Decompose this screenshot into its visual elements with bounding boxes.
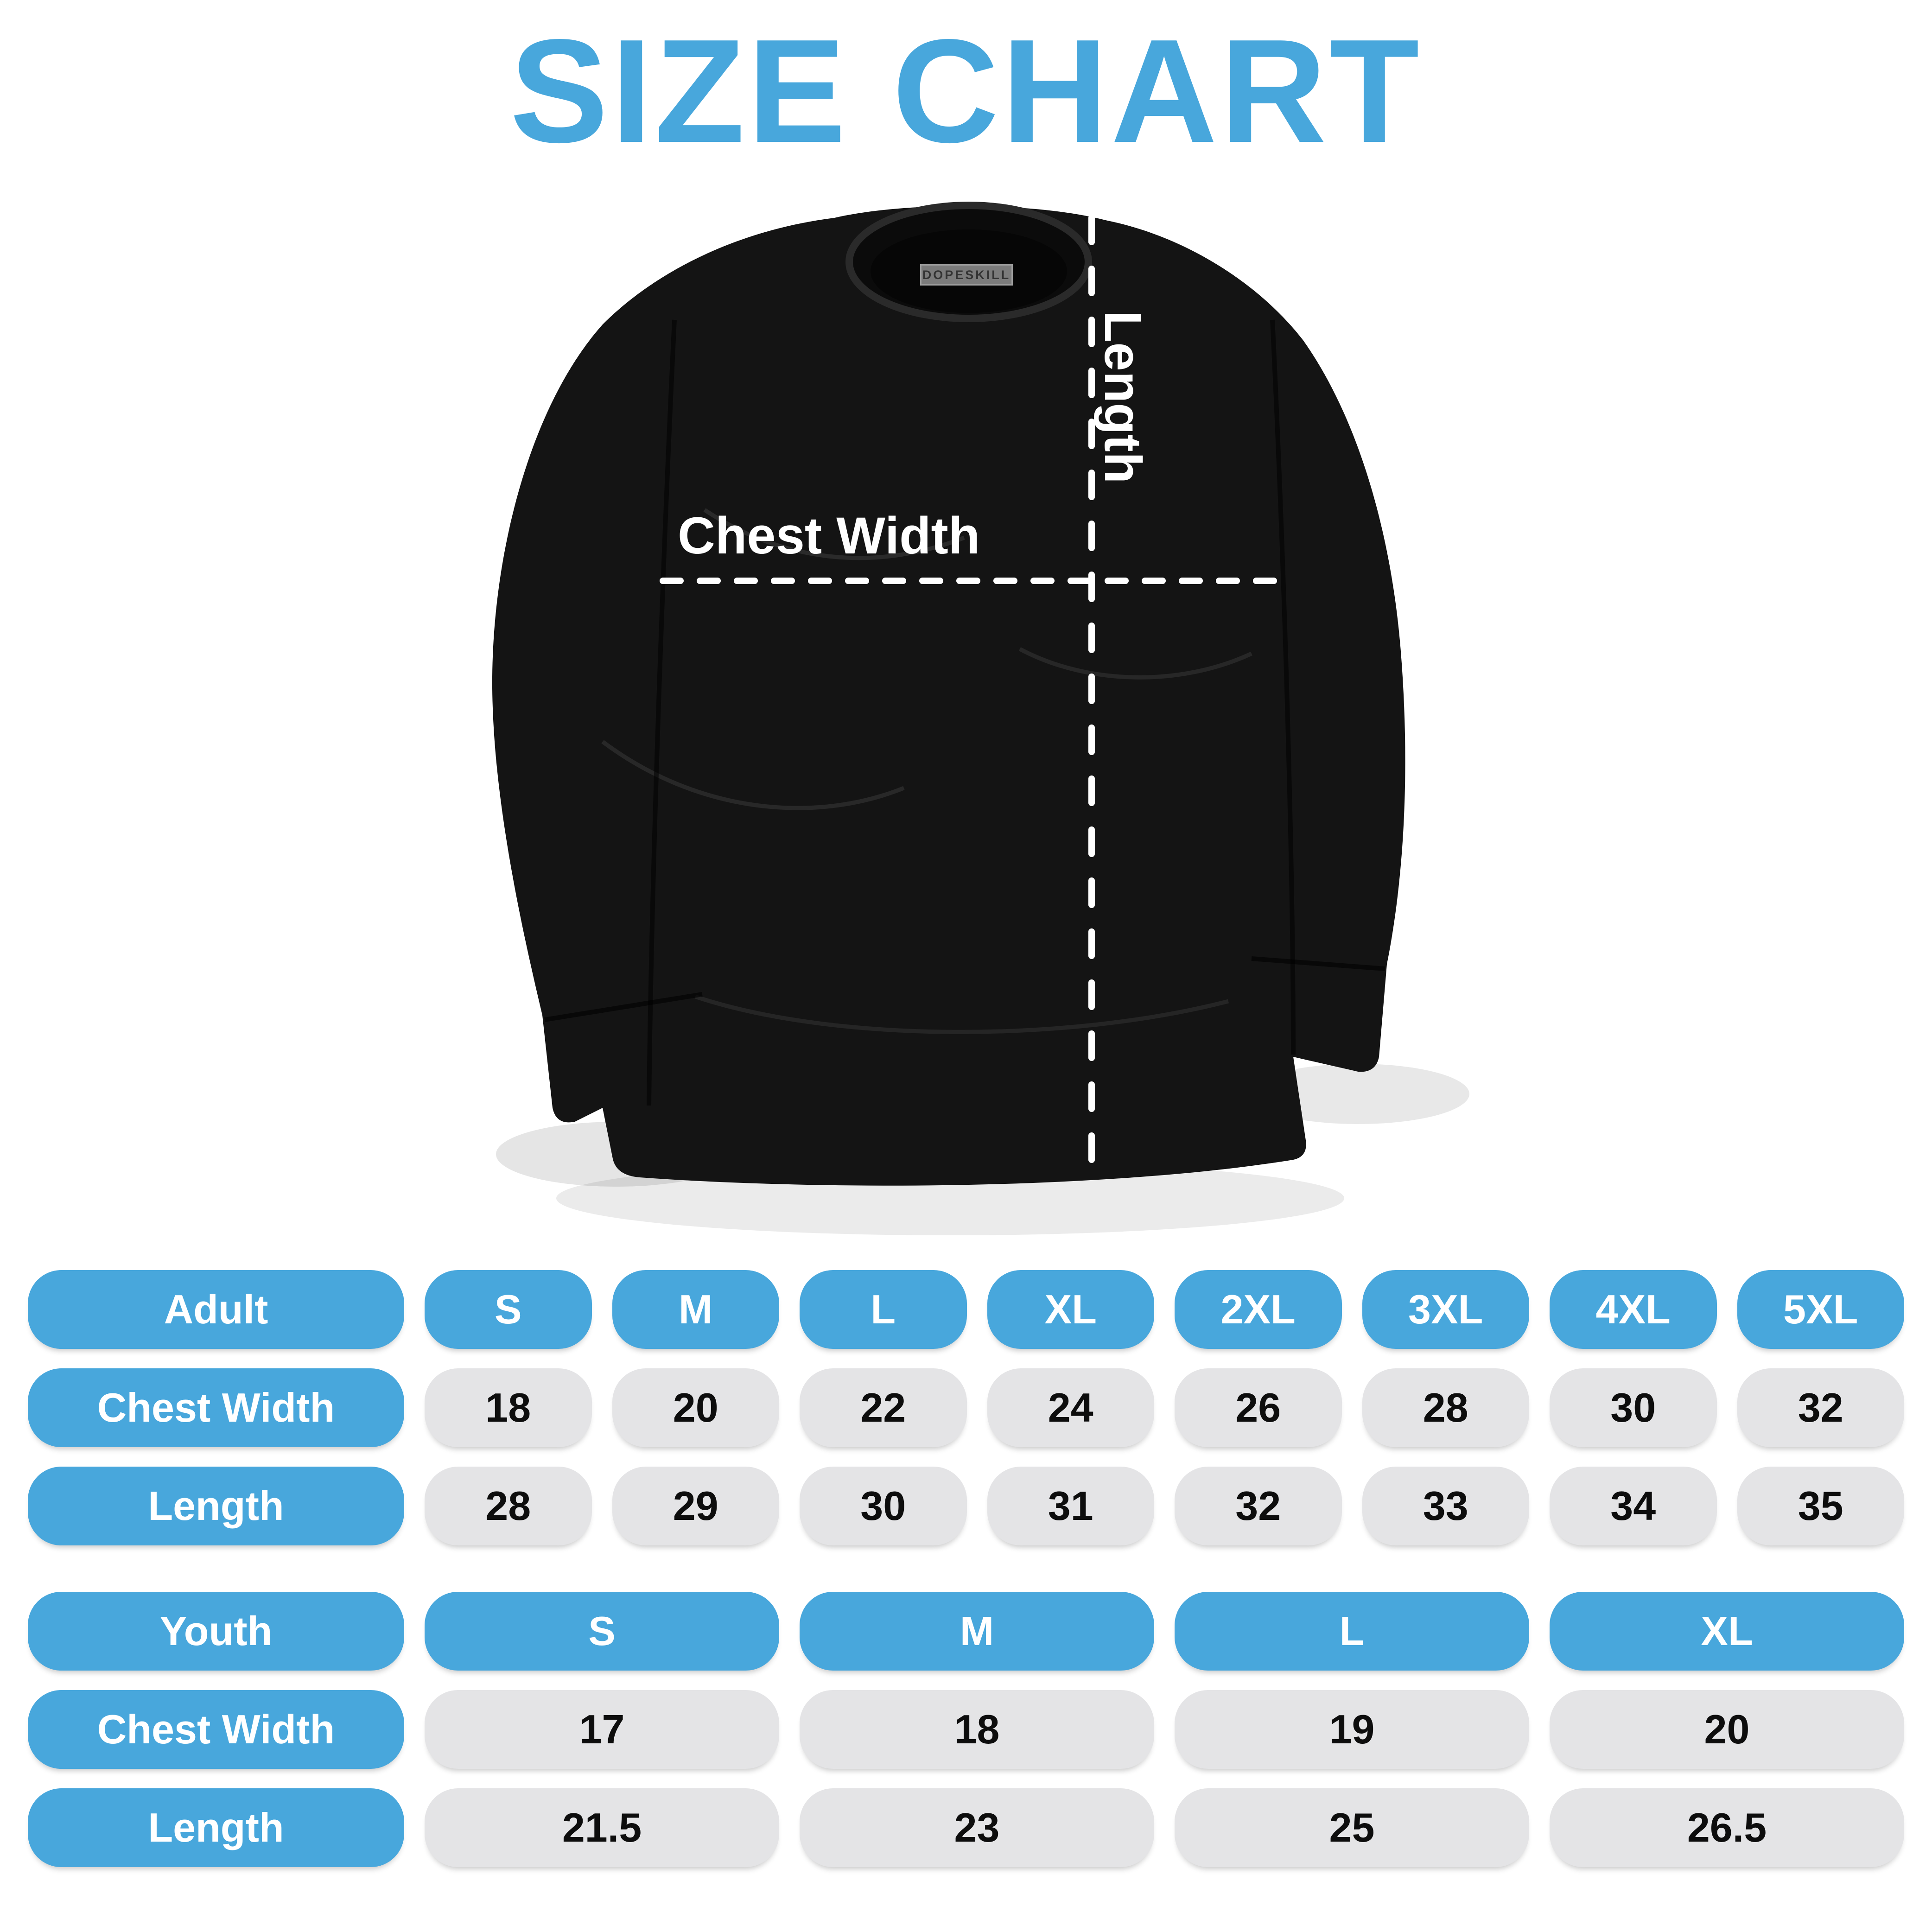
value-cell: 29 bbox=[612, 1467, 779, 1545]
cuff-seam-right bbox=[1251, 956, 1385, 971]
youth-size-l: L bbox=[1175, 1592, 1529, 1671]
adult-size-3xl: 3XL bbox=[1362, 1270, 1529, 1349]
value-cell: 25 bbox=[1175, 1788, 1529, 1867]
shirt-figure: DOPESKILL Chest Width Length bbox=[464, 185, 1530, 1252]
brand-tag: DOPESKILL bbox=[920, 264, 1013, 286]
value-cell: 35 bbox=[1737, 1467, 1904, 1545]
value-cell: 17 bbox=[425, 1690, 779, 1769]
size-tables: Adult S M L XL 2XL 3XL 4XL 5XL Chest Wid… bbox=[28, 1270, 1904, 1887]
value-cell: 18 bbox=[425, 1368, 592, 1447]
value-cell: 26 bbox=[1175, 1368, 1342, 1447]
sleeve-seam-left bbox=[647, 319, 677, 1106]
adult-chest-width-row: Chest Width 18 20 22 24 26 28 30 32 bbox=[28, 1368, 1904, 1447]
value-cell: 22 bbox=[800, 1368, 967, 1447]
value-cell: 23 bbox=[800, 1788, 1154, 1867]
fold-line bbox=[694, 994, 1229, 1034]
value-cell: 30 bbox=[1550, 1368, 1717, 1447]
value-cell: 34 bbox=[1550, 1467, 1717, 1545]
length-label: Length bbox=[1094, 311, 1152, 484]
shirt-body bbox=[492, 206, 1405, 1186]
row-label: Length bbox=[28, 1467, 404, 1545]
row-label: Chest Width bbox=[28, 1368, 404, 1447]
value-cell: 28 bbox=[425, 1467, 592, 1545]
value-cell: 28 bbox=[1362, 1368, 1529, 1447]
youth-size-s: S bbox=[425, 1592, 779, 1671]
chest-width-label: Chest Width bbox=[678, 507, 980, 565]
youth-size-m: M bbox=[800, 1592, 1154, 1671]
value-cell: 20 bbox=[612, 1368, 779, 1447]
fold-line bbox=[1018, 647, 1252, 680]
adult-header-row: Adult S M L XL 2XL 3XL 4XL 5XL bbox=[28, 1270, 1904, 1349]
fold-line bbox=[601, 740, 905, 810]
youth-size-xl: XL bbox=[1550, 1592, 1904, 1671]
cuff-seam-left bbox=[544, 992, 703, 1022]
youth-header-row: Youth S M L XL bbox=[28, 1592, 1904, 1671]
value-cell: 30 bbox=[800, 1467, 967, 1545]
fold-line bbox=[703, 508, 965, 560]
value-cell: 31 bbox=[987, 1467, 1154, 1545]
adult-length-row: Length 28 29 30 31 32 33 34 35 bbox=[28, 1467, 1904, 1545]
shirt-photo bbox=[492, 202, 1469, 1235]
value-cell: 26.5 bbox=[1550, 1788, 1904, 1867]
value-cell: 18 bbox=[800, 1690, 1154, 1769]
value-cell: 21.5 bbox=[425, 1788, 779, 1867]
youth-header-label: Youth bbox=[28, 1592, 404, 1671]
adult-header-label: Adult bbox=[28, 1270, 404, 1349]
youth-length-row: Length 21.5 23 25 26.5 bbox=[28, 1788, 1904, 1867]
row-label: Chest Width bbox=[28, 1690, 404, 1769]
adult-size-table: Adult S M L XL 2XL 3XL 4XL 5XL Chest Wid… bbox=[28, 1270, 1904, 1545]
value-cell: 32 bbox=[1175, 1467, 1342, 1545]
page-title: SIZE CHART bbox=[510, 9, 1422, 173]
adult-size-l: L bbox=[800, 1270, 967, 1349]
youth-size-table: Youth S M L XL Chest Width 17 18 19 20 L… bbox=[28, 1592, 1904, 1867]
adult-size-m: M bbox=[612, 1270, 779, 1349]
adult-size-5xl: 5XL bbox=[1737, 1270, 1904, 1349]
value-cell: 24 bbox=[987, 1368, 1154, 1447]
adult-size-4xl: 4XL bbox=[1550, 1270, 1717, 1349]
cuff-shadow-right bbox=[1247, 1064, 1469, 1124]
value-cell: 19 bbox=[1175, 1690, 1529, 1769]
adult-size-s: S bbox=[425, 1270, 592, 1349]
value-cell: 33 bbox=[1362, 1467, 1529, 1545]
value-cell: 32 bbox=[1737, 1368, 1904, 1447]
adult-size-2xl: 2XL bbox=[1175, 1270, 1342, 1349]
value-cell: 20 bbox=[1550, 1690, 1904, 1769]
youth-chest-width-row: Chest Width 17 18 19 20 bbox=[28, 1690, 1904, 1769]
row-label: Length bbox=[28, 1788, 404, 1867]
adult-size-xl: XL bbox=[987, 1270, 1154, 1349]
